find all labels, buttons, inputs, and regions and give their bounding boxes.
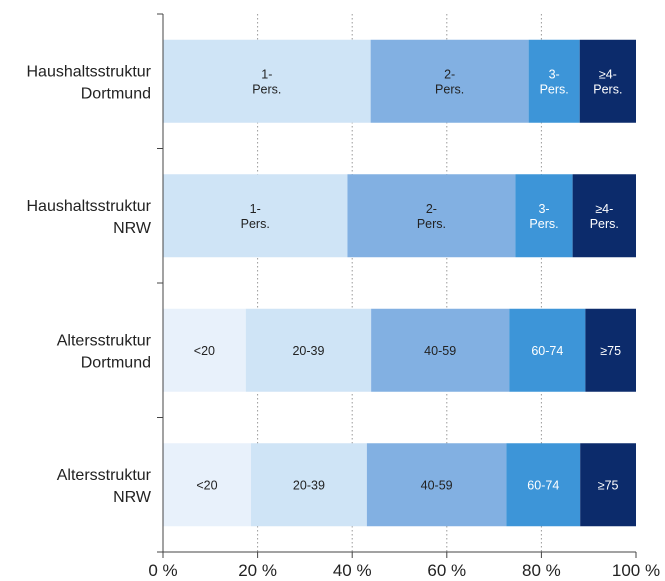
- axes: [157, 13, 637, 558]
- bar-segment: [163, 308, 246, 392]
- segment-label: 20-39: [292, 344, 324, 358]
- x-tick-label: 80 %: [522, 561, 561, 580]
- segment-label: 60-74: [531, 344, 563, 358]
- x-tick-label: 20 %: [238, 561, 277, 580]
- bar-segment: [579, 39, 636, 123]
- segment-label: 1-Pers.: [241, 202, 270, 231]
- bar-segment: [528, 39, 580, 123]
- category-label: Altersstruktur Dortmund: [57, 332, 152, 371]
- bar-segment: [163, 174, 348, 258]
- bar-segment: [163, 39, 371, 123]
- segment-label: 2-Pers.: [417, 202, 446, 231]
- bar-segment: [580, 443, 636, 527]
- bar-segment: [347, 174, 516, 258]
- x-tick-label: 40 %: [333, 561, 372, 580]
- bar-segment: [245, 308, 372, 392]
- bar-segment: [515, 174, 573, 258]
- segment-label: 3-Pers.: [540, 67, 569, 96]
- x-tick-label: 100 %: [612, 561, 660, 580]
- x-tick-label: 0 %: [148, 561, 177, 580]
- bar-segment: [585, 308, 636, 392]
- segment-label: ≥75: [600, 344, 621, 358]
- segment-label: 20-39: [293, 478, 325, 492]
- category-label: Haushaltsstruktur Dortmund: [27, 63, 152, 102]
- segment-label: <20: [194, 344, 215, 358]
- segment-label: 40-59: [424, 344, 456, 358]
- segment-label: ≥75: [598, 478, 619, 492]
- segment-label: 60-74: [527, 478, 559, 492]
- segment-label: 1-Pers.: [252, 67, 281, 96]
- bar-segment: [572, 174, 636, 258]
- bar-segment: [506, 443, 581, 527]
- category-label: Haushaltsstruktur NRW: [27, 198, 152, 237]
- bar-segment: [163, 443, 251, 527]
- bar-segment: [250, 443, 367, 527]
- bar-segment: [371, 308, 510, 392]
- segment-label: ≥4-Pers.: [590, 202, 619, 231]
- labels: 0 % 20 % 40 % 60 % 80 % 100 % 1-Pers. 2-Pers. 3-…: [27, 63, 661, 580]
- bars: [163, 39, 636, 527]
- segment-label: ≥4-Pers.: [593, 67, 622, 96]
- segment-label: 40-59: [421, 478, 453, 492]
- segment-label: 2-Pers.: [435, 67, 464, 96]
- bar-segment: [366, 443, 507, 527]
- bar-segment: [370, 39, 529, 123]
- segment-label: 3-Pers.: [529, 202, 558, 231]
- category-label: Altersstruktur NRW: [57, 467, 152, 506]
- bar-segment: [509, 308, 586, 392]
- x-tick-label: 60 %: [427, 561, 466, 580]
- segment-label: <20: [196, 478, 217, 492]
